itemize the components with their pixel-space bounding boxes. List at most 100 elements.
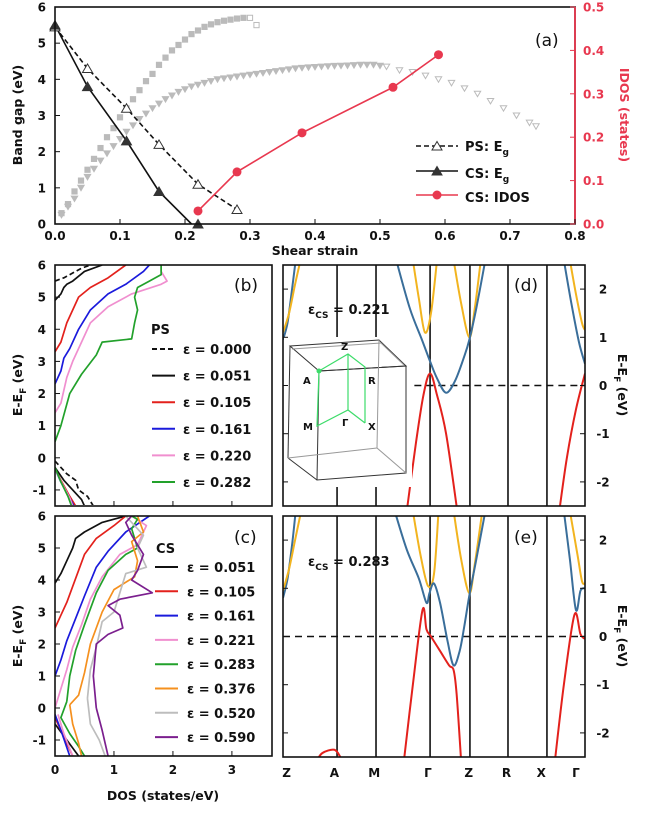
background-point [512,112,521,120]
band-curve [554,612,585,757]
panel-a-ylabel: Band gap (eV) [10,65,25,165]
band-curve [395,516,486,667]
background-point [395,67,404,75]
legend-label: ε = 0.221 [187,634,255,649]
panel-c-plot [55,516,154,756]
x-tick-label: 0 [51,763,59,777]
background-point [349,62,359,70]
background-point [201,23,208,30]
panel-c-ylabel: E-EF (eV) [10,605,29,667]
background-point [193,81,203,89]
legend-cs-eg: CS: Eg [465,167,509,185]
background-point [70,195,79,203]
y-tick-label: 4 [38,574,46,588]
dos-xlabel: DOS (states/eV) [107,788,219,803]
background-point [252,70,261,78]
background-point [83,173,92,181]
legend-label: ε = 0.161 [183,423,251,438]
idos-point [297,128,307,138]
legend-marker-2 [432,190,442,200]
dos-curve-valence [68,704,83,756]
panel-e-label: (e) [514,528,538,548]
y-tick-label: 4 [38,73,46,87]
background-point [188,31,195,38]
series-line-0 [55,26,238,211]
y-tick-label: 0 [38,702,46,716]
panel-b-ylabel: E-EF (eV) [10,354,29,416]
background-point [317,63,326,71]
background-point [323,63,333,71]
y-tick-label: 0 [38,218,46,232]
background-point [84,166,91,173]
x-tick-label: 0.1 [109,229,130,243]
legend-marker-0 [431,140,443,151]
dos-curve-conduction [55,516,126,584]
dos-curve-conduction [92,516,154,709]
background-point [304,64,313,72]
background-point [473,90,482,98]
panel-b-label: (b) [234,276,258,296]
y-tick-label: 0 [599,379,607,393]
background-point [181,36,189,43]
background-point [240,14,247,21]
cs-eg-point [81,81,94,92]
panel-c-group-label: CS [156,542,175,557]
background-point [233,15,241,22]
legend-label: ε = 0.051 [187,561,255,576]
bz-label-m: M [303,422,313,433]
panel-d-strain: εCS = 0.221 [308,303,390,321]
panel-a-label: (a) [535,31,559,51]
background-point [142,78,150,85]
legend-label: ε = 0.520 [187,707,255,722]
y-tick-label: 6 [38,1,46,15]
background-point [246,14,254,21]
dos-curve-conduction [65,516,139,702]
panel-e-ylabel: E-EF (eV) [611,605,630,667]
x-tick-label: 0.4 [304,229,325,243]
dos-curve-conduction [69,516,145,706]
y-tick-label: 5 [38,291,46,305]
background-point [103,134,111,141]
background-point [148,105,157,113]
background-point [531,123,541,131]
background-point [128,122,138,130]
y-tick-label: 3 [38,109,46,123]
background-point [161,96,170,104]
cs-eg-point [153,185,165,196]
legend-label: ε = 0.000 [183,343,251,358]
y-tick-label: 2 [38,145,46,159]
background-point [447,79,456,87]
y2-tick-label: 0.2 [583,131,604,145]
y2-tick-label: 0.1 [583,174,604,188]
background-point [122,128,131,136]
dos-curve-conduction [55,265,168,414]
legend-label: ε = 0.161 [187,610,255,625]
frames-layer: 0.0 0.1 0.2 0.3 0.4 0.5 0.6 0.7 0.8 0 1 2 3 4 5 6 0.0 0.1… [33,1,610,781]
background-point [226,74,235,82]
background-point [90,155,98,163]
background-point [214,19,221,26]
y-tick-label: 3 [38,355,46,369]
legend-label: ε = 0.105 [183,396,251,411]
y-tick-label: 5 [38,542,46,556]
background-point [330,62,339,70]
y-tick-label: 2 [38,387,46,401]
y-tick-label: 0 [38,451,46,465]
dos-curve-valence [95,707,109,756]
background-point [135,116,144,123]
background-point [96,157,105,165]
background-point [291,65,300,73]
x-tick-label: 2 [169,763,177,777]
dos-curve-conduction [55,265,103,301]
background-point [343,62,352,70]
dos-curve-conduction [55,265,150,385]
band-curve [412,516,440,589]
background-point [499,105,508,113]
data-layer: ε = 0.000 ε = 0.051 ε = 0.105 ε = 0.161 ε = … [49,14,585,757]
bz-label-r: R [368,376,376,387]
background-point [154,100,164,108]
dos-curve-valence [86,698,106,756]
background-point [149,70,156,78]
background-point [116,114,124,121]
background-point [265,69,274,76]
